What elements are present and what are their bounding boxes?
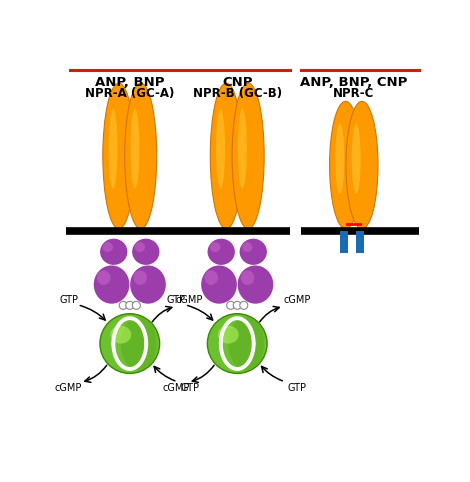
Ellipse shape — [208, 239, 235, 265]
Ellipse shape — [102, 242, 113, 252]
Ellipse shape — [121, 317, 157, 371]
Ellipse shape — [131, 108, 140, 189]
Ellipse shape — [329, 101, 361, 229]
Ellipse shape — [109, 108, 118, 189]
Ellipse shape — [207, 314, 267, 374]
Circle shape — [227, 301, 235, 309]
Ellipse shape — [218, 326, 239, 344]
Ellipse shape — [335, 124, 345, 194]
Text: cGMP: cGMP — [283, 295, 311, 305]
Ellipse shape — [216, 108, 225, 189]
Text: NPR-A (GC-A): NPR-A (GC-A) — [85, 87, 174, 100]
Circle shape — [119, 301, 127, 309]
Text: cGMP: cGMP — [176, 295, 203, 305]
Text: GTP: GTP — [180, 383, 199, 393]
Ellipse shape — [110, 326, 131, 344]
Ellipse shape — [228, 317, 264, 371]
Text: GTP: GTP — [288, 383, 306, 393]
Ellipse shape — [210, 83, 243, 229]
Ellipse shape — [238, 266, 273, 304]
Ellipse shape — [132, 239, 159, 265]
Text: cGMP: cGMP — [55, 383, 82, 393]
Text: GTP: GTP — [166, 295, 186, 305]
Ellipse shape — [103, 83, 135, 229]
Text: cGMP: cGMP — [162, 383, 190, 393]
Ellipse shape — [130, 266, 166, 304]
Ellipse shape — [100, 239, 127, 265]
Circle shape — [233, 301, 241, 309]
Ellipse shape — [100, 314, 160, 374]
Circle shape — [126, 301, 134, 309]
Ellipse shape — [204, 270, 218, 285]
Ellipse shape — [242, 242, 252, 252]
Ellipse shape — [232, 83, 264, 229]
Bar — [340, 231, 348, 253]
Text: CNP: CNP — [222, 76, 252, 89]
Ellipse shape — [240, 239, 267, 265]
Ellipse shape — [241, 270, 254, 285]
Bar — [356, 231, 364, 253]
Text: NPR-B (GC-B): NPR-B (GC-B) — [193, 87, 282, 100]
Circle shape — [133, 301, 141, 309]
Text: ANP, BNP, CNP: ANP, BNP, CNP — [300, 76, 407, 89]
Ellipse shape — [210, 242, 220, 252]
Text: GTP: GTP — [59, 295, 78, 305]
Ellipse shape — [97, 270, 110, 285]
Ellipse shape — [201, 266, 237, 304]
Ellipse shape — [133, 270, 147, 285]
Text: ANP, BNP: ANP, BNP — [95, 76, 164, 89]
Circle shape — [240, 301, 248, 309]
Ellipse shape — [352, 124, 360, 194]
Ellipse shape — [238, 108, 247, 189]
Ellipse shape — [125, 83, 157, 229]
Ellipse shape — [346, 101, 378, 229]
Text: NPR-C: NPR-C — [333, 87, 375, 100]
Ellipse shape — [134, 242, 145, 252]
Ellipse shape — [94, 266, 129, 304]
